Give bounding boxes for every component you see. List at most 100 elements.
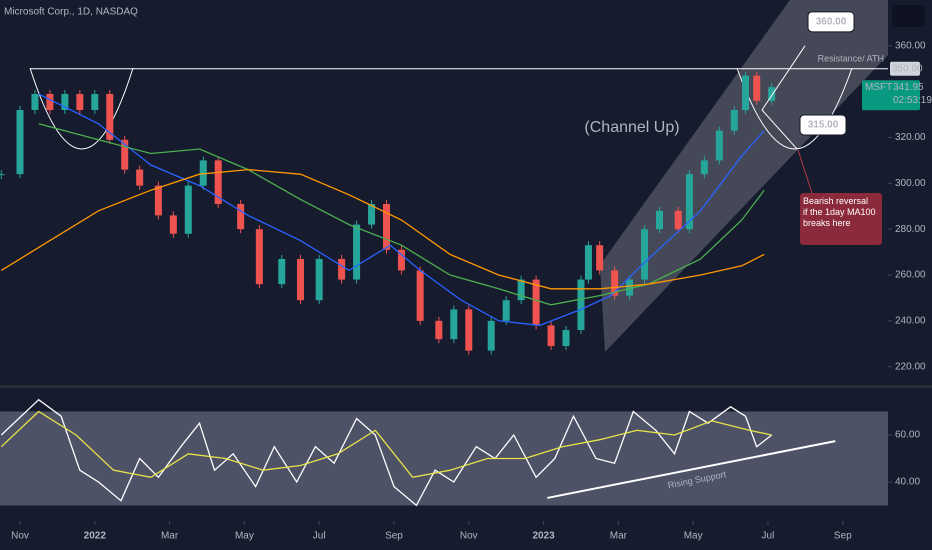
candle [91,93,99,110]
target-arrow [761,45,806,111]
price-label-box [890,61,920,76]
candle [121,139,129,170]
x-tick-label: Mar [161,531,179,542]
x-tick-label: May [235,531,254,542]
candle [338,258,346,280]
rsi-band [0,411,888,506]
last-price: 341.95 [893,82,924,93]
target-box [799,114,847,136]
candle [487,320,495,351]
countdown: 02:53:19 [893,95,932,106]
candle [674,210,682,230]
candle [16,110,24,175]
target-label: 315.00 [808,120,839,131]
series-line [0,410,772,479]
series-line [38,123,765,306]
candle [0,174,5,176]
candle [199,160,207,186]
ticker: MSFT [865,82,892,93]
x-tick-label: May [684,531,703,542]
y-tick-label: 60.00 [895,430,920,441]
x-tick-label: Nov [11,531,29,542]
series-line [0,398,773,507]
candle [611,270,619,296]
candle [577,279,585,330]
candle [465,309,473,351]
candle [742,75,750,110]
candle [296,258,304,301]
y-tick-label: 220.00 [895,361,926,372]
y-tick-label: 280.00 [895,224,926,235]
target-arrow [761,109,798,150]
candle [532,279,540,326]
candle [626,279,634,296]
warning-note: Bearish reversal if the 1day MA100 break… [800,193,882,245]
candle [106,93,114,140]
x-tick-label: 2023 [532,531,555,542]
annotation: Resistance/ ATH [818,53,884,63]
arc [29,67,134,150]
candle [184,185,192,234]
y-tick-label: 300.00 [895,178,926,189]
candle [368,203,376,225]
candle [169,215,177,234]
candle [136,169,144,186]
candle [753,75,761,101]
x-tick-label: Jul [313,531,326,542]
candle [517,279,525,301]
price-label: 350.00 [892,63,923,74]
candle [435,320,443,340]
candle [353,224,361,280]
channel [600,0,888,352]
candle [315,258,323,301]
candle [154,185,162,216]
x-tick-label: 2022 [84,531,107,542]
candle [76,93,84,110]
candle [656,210,664,230]
candle [416,270,424,321]
x-tick-label: Sep [385,531,403,542]
candle [547,325,555,347]
button[interactable] [892,5,925,27]
candle [450,309,458,340]
candle [715,130,723,161]
candle [46,93,54,110]
candle [237,203,245,230]
callout-line [797,149,813,194]
candle [584,245,592,280]
candle [685,174,693,230]
y-tick-label: 240.00 [895,315,926,326]
candle [700,160,708,175]
candle [641,229,649,280]
candle [31,93,39,110]
candle [562,330,570,347]
target-label: 360.00 [816,16,847,27]
candle [255,229,263,285]
x-tick-label: Sep [834,531,852,542]
x-tick-label: Mar [610,531,628,542]
arc [736,67,853,150]
candle [768,87,776,101]
y-tick-label: 360.00 [895,40,926,51]
candle [383,203,391,250]
last-price-box [862,80,920,111]
target-box [807,11,855,33]
annotation: (Channel Up) [584,119,679,136]
x-tick-label: Nov [460,531,478,542]
candle [730,110,738,131]
chart-title: Microsoft Corp., 1D, NASDAQ [4,7,138,18]
y-tick-label: 40.00 [895,477,920,488]
y-tick-label: 320.00 [895,132,926,143]
candle [596,245,604,271]
series-line [0,168,765,290]
support-line [547,440,836,499]
candle [502,300,510,321]
candle [214,160,222,204]
candle [61,93,69,110]
x-tick-label: Jul [762,531,775,542]
series-line [38,93,765,327]
candle [397,249,405,271]
